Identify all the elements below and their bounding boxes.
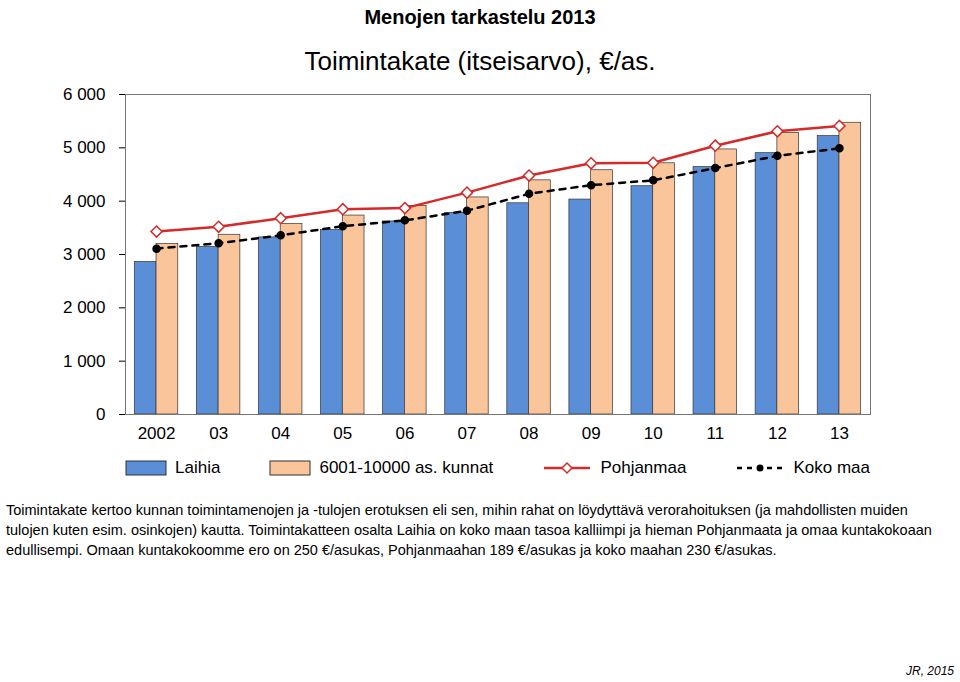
html-text:Toimintakate (itseisarvo), €/a: Toimintakate (itseisarvo), €/as. <box>304 46 656 76</box>
html-text:JR, 2015: JR, 2015 <box>906 664 954 678</box>
html-text:6001-10000 as. kunnat: 6001-10000 as. kunnat <box>319 458 494 477</box>
svg-text:05: 05 <box>333 424 352 443</box>
svg-text:04: 04 <box>271 424 290 443</box>
html-text:Pohjanmaa: Pohjanmaa <box>600 458 687 477</box>
html-text:Koko maa: Koko maa <box>793 458 870 477</box>
svg-text:03: 03 <box>209 424 228 443</box>
svg-text:0: 0 <box>96 405 105 424</box>
svg-text:08: 08 <box>520 424 539 443</box>
html-text:Laihia: Laihia <box>175 458 221 477</box>
svg-text:10: 10 <box>644 424 663 443</box>
svg-text:2 000: 2 000 <box>63 298 106 317</box>
svg-text:12: 12 <box>768 424 787 443</box>
svg-text:4 000: 4 000 <box>63 192 106 211</box>
svg-text:2002: 2002 <box>138 424 176 443</box>
svg-text:06: 06 <box>395 424 414 443</box>
svg-text:3 000: 3 000 <box>63 245 106 264</box>
html-text:Toimintakate kertoo kunnan toi: Toimintakate kertoo kunnan toimintamenoj… <box>6 502 932 558</box>
svg-text:6 000: 6 000 <box>63 85 106 104</box>
svg-text:09: 09 <box>582 424 601 443</box>
svg-text:13: 13 <box>830 424 849 443</box>
svg-text:07: 07 <box>457 424 476 443</box>
svg-text:11: 11 <box>706 424 724 443</box>
svg-text:1 000: 1 000 <box>63 352 106 371</box>
html-text:Menojen tarkastelu 2013: Menojen tarkastelu 2013 <box>364 6 596 28</box>
svg-text:5 000: 5 000 <box>63 138 106 157</box>
